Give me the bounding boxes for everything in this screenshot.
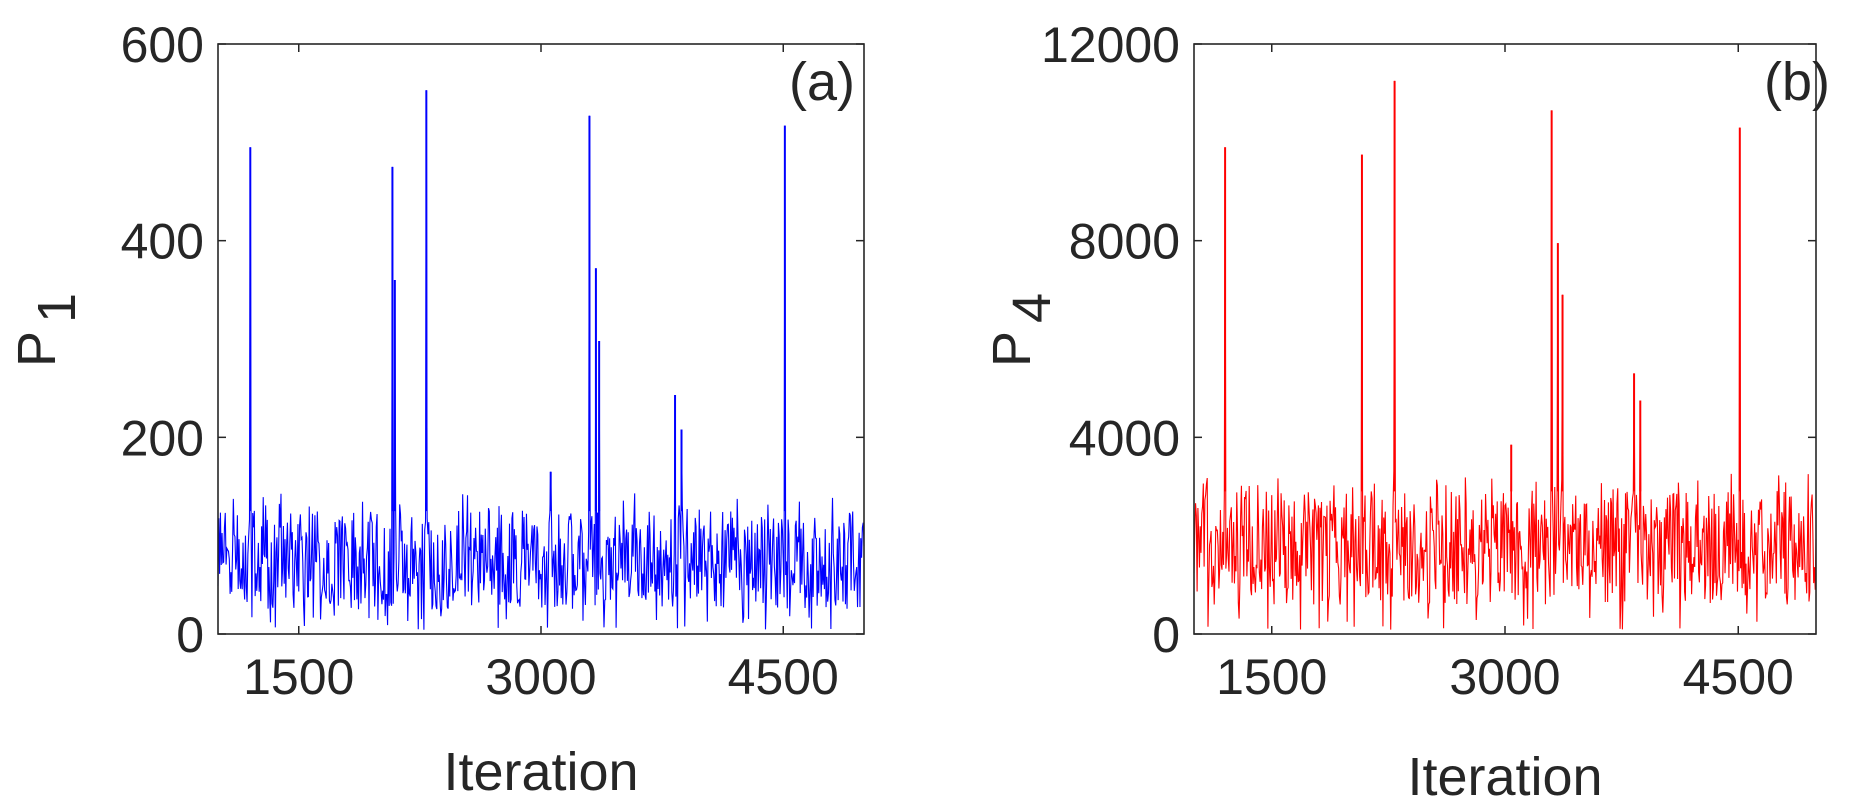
x-tick-label: 4500 [1683,649,1794,705]
y-axis-title: P1 [7,293,87,367]
x-tick-label: 3000 [1449,649,1560,705]
y-tick-label: 0 [1152,607,1180,663]
y-tick-label: 0 [176,607,204,663]
series-line [1193,80,1817,630]
x-tick-label: 4500 [728,649,839,705]
y-tick-label: 400 [121,214,204,270]
x-tick-label: 1500 [243,649,354,705]
y-tick-label: 200 [121,410,204,466]
panel-label: (a) [789,52,855,112]
y-tick-label: 600 [121,17,204,73]
panel-label: (b) [1764,52,1830,112]
series-line [217,90,865,630]
panel-a: 1500 3000 4500 0 200 400 600 Iteration P1 (a) [7,17,865,802]
x-axis-title: Iteration [1407,747,1602,806]
x-axis-title: Iteration [443,742,638,802]
x-tick-label: 1500 [1216,649,1327,705]
x-tick-label: 3000 [485,649,596,705]
y-tick-label: 4000 [1069,410,1180,466]
y-tick-label: 12000 [1041,17,1180,73]
panel-b: 1500 3000 4500 0 4000 8000 12000 Iteration P4 (b) [982,17,1830,806]
y-tick-label: 8000 [1069,214,1180,270]
y-axis-title: P4 [982,293,1062,367]
